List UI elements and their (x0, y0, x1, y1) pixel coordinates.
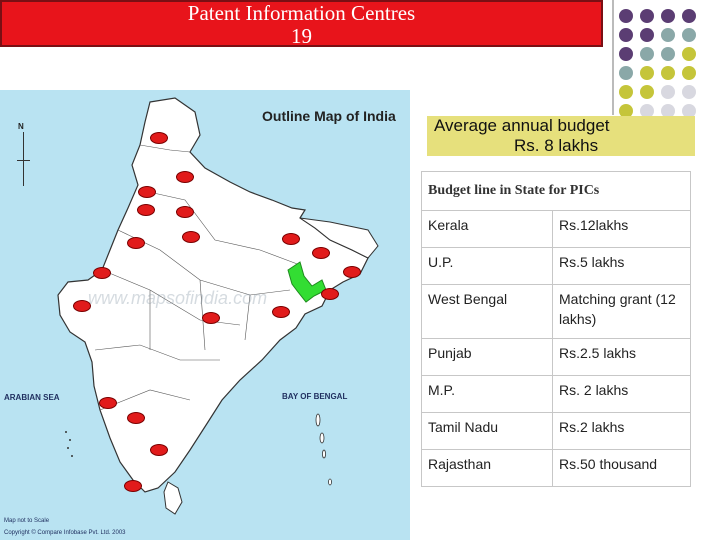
dot (640, 104, 654, 118)
table-caption: Budget line in State for PICs (421, 171, 691, 211)
average-budget-box (427, 116, 695, 156)
andaman-islands (315, 413, 332, 486)
dot (661, 85, 675, 99)
northeast-region (299, 217, 379, 259)
pic-location-marker (312, 247, 330, 259)
state-budget-table: Budget line in State for PICs Kerala Rs.… (421, 171, 691, 487)
dot (640, 66, 654, 80)
pic-location-marker (127, 237, 145, 249)
dot (619, 9, 633, 23)
state-cell: M.P. (421, 375, 553, 413)
india-map-graphic (57, 97, 379, 515)
dot (661, 104, 675, 118)
dot (682, 85, 696, 99)
state-cell: West Bengal (421, 284, 553, 339)
pic-location-marker (73, 300, 91, 312)
pic-location-marker (176, 171, 194, 183)
table-row: Rajasthan Rs.50 thousand (421, 449, 691, 487)
north-arrow-icon (23, 132, 24, 186)
pic-location-marker (99, 397, 117, 409)
pic-location-marker (150, 132, 168, 144)
pic-location-marker (343, 266, 361, 278)
india-outline-map: Outline Map of India N www.mapsofindia.c… (0, 90, 410, 540)
dot (661, 66, 675, 80)
budget-cell: Matching grant (12 lakhs) (552, 284, 691, 339)
dot (682, 66, 696, 80)
table-row: Tamil Nadu Rs.2 lakhs (421, 412, 691, 450)
dot (619, 66, 633, 80)
average-budget-value: Rs. 8 lakhs (514, 136, 599, 155)
pic-location-marker (127, 412, 145, 424)
bay-of-bengal-label: BAY OF BENGAL (282, 392, 348, 401)
arabian-sea-label: ARABIAN SEA (4, 393, 60, 402)
sri-lanka (163, 481, 183, 515)
dot (682, 47, 696, 61)
pic-location-marker (282, 233, 300, 245)
dot (682, 9, 696, 23)
average-budget-label: Average annual budget (434, 116, 610, 135)
budget-table-container: Budget line in State for PICs Kerala Rs.… (421, 171, 691, 487)
table-row: Punjab Rs.2.5 lakhs (421, 338, 691, 376)
pic-location-marker (150, 444, 168, 456)
scale-note: Map not to Scale (4, 518, 50, 524)
state-cell: Punjab (421, 338, 553, 376)
pic-location-marker (124, 480, 142, 492)
dot (640, 47, 654, 61)
table-row: M.P. Rs. 2 lakhs (421, 375, 691, 413)
map-copyright: Copyright © Compare Infobase Pvt. Ltd. 2… (4, 530, 126, 536)
state-cell: Rajasthan (421, 449, 553, 487)
dot (640, 28, 654, 42)
slide-title: Patent Information Centres (187, 1, 416, 25)
budget-cell: Rs.2 lakhs (552, 412, 691, 450)
lakshadweep-islands (65, 431, 73, 457)
budget-cell: Rs.5 lakhs (552, 247, 691, 285)
budget-cell: Rs.2.5 lakhs (552, 338, 691, 376)
table-caption-row: Budget line in State for PICs (421, 171, 691, 211)
pic-location-marker (137, 204, 155, 216)
dot (661, 28, 675, 42)
state-cell: Tamil Nadu (421, 412, 553, 450)
map-watermark: www.mapsofindia.com (88, 288, 268, 308)
budget-cell: Rs.12lakhs (552, 210, 691, 248)
slide-subtitle-count: 19 (291, 24, 312, 48)
state-cell: Kerala (421, 210, 553, 248)
dot (682, 104, 696, 118)
slide-title-box: Patent Information Centres 19 (0, 0, 603, 48)
dot (640, 9, 654, 23)
decorative-divider (612, 0, 614, 115)
pic-location-marker (93, 267, 111, 279)
dot (640, 85, 654, 99)
table-row: West Bengal Matching grant (12 lakhs) (421, 284, 691, 339)
pic-location-marker (138, 186, 156, 198)
pic-location-marker (202, 312, 220, 324)
budget-cell: Rs. 2 lakhs (552, 375, 691, 413)
dot (619, 85, 633, 99)
dot (661, 47, 675, 61)
north-arrow-tick (17, 160, 30, 161)
pic-location-marker (182, 231, 200, 243)
budget-cell: Rs.50 thousand (552, 449, 691, 487)
dot (661, 9, 675, 23)
state-cell: U.P. (421, 247, 553, 285)
pic-location-marker (272, 306, 290, 318)
pic-location-marker (321, 288, 339, 300)
dot (619, 47, 633, 61)
dot (682, 28, 696, 42)
pic-location-marker (176, 206, 194, 218)
dot (619, 28, 633, 42)
map-title: Outline Map of India (262, 108, 396, 124)
dot (619, 104, 633, 118)
table-row: U.P. Rs.5 lakhs (421, 247, 691, 285)
table-row: Kerala Rs.12lakhs (421, 210, 691, 248)
north-label: N (18, 122, 24, 131)
